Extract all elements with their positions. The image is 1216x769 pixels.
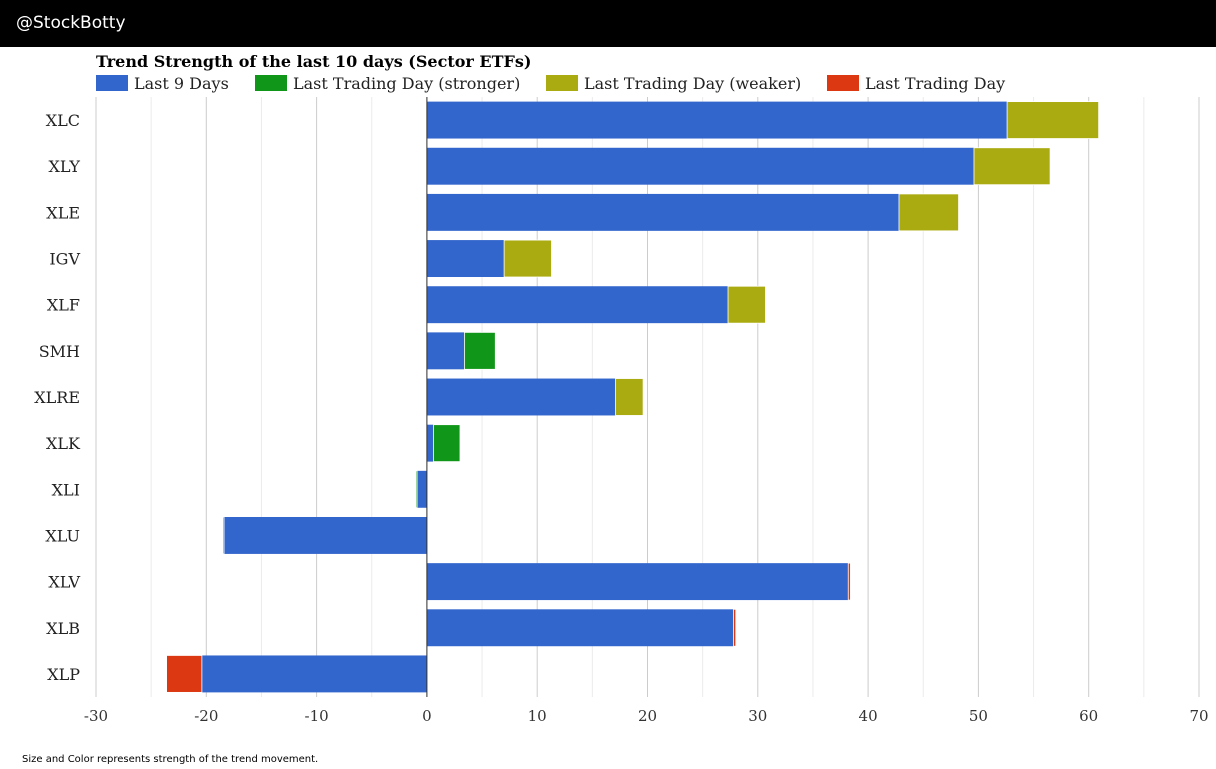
- y-category-label: XLC: [46, 111, 80, 130]
- bar-last-trading-day-xlf: [727, 285, 766, 324]
- account-handle: @StockBotty: [16, 13, 126, 33]
- bar-last-trading-day-xli: [415, 470, 418, 509]
- y-category-label: XLRE: [34, 388, 80, 407]
- x-tick-label: 40: [859, 707, 878, 725]
- x-tick-label: 70: [1189, 707, 1208, 725]
- x-tick-label: -10: [305, 707, 329, 725]
- legend: Last 9 Days Last Trading Day (stronger) La…: [96, 74, 1005, 93]
- bar-last-trading-day-xlb: [733, 608, 737, 647]
- x-tick-label: 60: [1079, 707, 1098, 725]
- y-category-label: XLK: [46, 434, 81, 453]
- y-category-label: IGV: [49, 250, 80, 269]
- bar-last-trading-day-xlc: [1006, 101, 1100, 139]
- x-tick-label: -20: [194, 707, 218, 725]
- footnote: Size and Color represents strength of th…: [22, 754, 319, 765]
- bar-last-9-days-smh: [426, 332, 465, 370]
- bar-last-9-days-xlv: [426, 563, 851, 601]
- legend-label-weaker: Last Trading Day (weaker): [584, 74, 801, 93]
- x-tick-label: -30: [84, 707, 108, 725]
- bar-last-trading-day-xly: [973, 147, 1051, 186]
- legend-swatch-stronger: [255, 75, 287, 91]
- bar-last-9-days-xly: [426, 147, 974, 185]
- y-category-label: XLU: [45, 526, 80, 545]
- grid-layer: [95, 97, 1200, 697]
- x-tick-label: 0: [422, 707, 432, 725]
- bar-last-9-days-xlb: [426, 609, 736, 647]
- y-category-label: XLP: [47, 665, 80, 684]
- trend-strength-chart: -30 -20 -10 0 10 20 30 40 50 60 70 XLC XLY XLE IGV XLF S…: [34, 52, 1209, 725]
- bar-layer: [166, 101, 1100, 693]
- bar-last-trading-day-smh: [464, 331, 496, 370]
- legend-swatch-last9: [96, 75, 128, 91]
- bar-last-trading-day-igv: [503, 239, 552, 278]
- bar-last-9-days-xli: [415, 470, 427, 508]
- bar-last-9-days-xle: [426, 193, 899, 231]
- legend-label-last: Last Trading Day: [865, 74, 1005, 93]
- x-tick-label: 50: [969, 707, 988, 725]
- legend-label-stronger: Last Trading Day (stronger): [293, 74, 520, 93]
- y-category-label: XLF: [47, 296, 80, 315]
- bar-last-9-days-xlu: [222, 517, 427, 554]
- axis-layer: -30 -20 -10 0 10 20 30 40 50 60 70 XLC XLY XLE IGV XLF S…: [34, 97, 1209, 725]
- y-category-label: XLV: [48, 573, 80, 592]
- bar-last-9-days-xlc: [426, 101, 1008, 139]
- y-category-label: SMH: [39, 342, 80, 361]
- bar-last-9-days-xlk: [426, 424, 434, 462]
- x-tick-label: 10: [528, 707, 547, 725]
- bar-last-9-days-xlf: [426, 286, 729, 324]
- x-tick-label: 30: [748, 707, 767, 725]
- bar-last-trading-day-xlu: [222, 516, 225, 555]
- y-category-label: XLY: [48, 157, 80, 176]
- legend-swatch-last: [827, 75, 859, 91]
- bar-last-trading-day-xlre: [615, 378, 644, 416]
- bar-last-trading-day-xlp: [166, 655, 203, 693]
- x-tick-label: 20: [638, 707, 657, 725]
- legend-swatch-weaker: [546, 75, 578, 91]
- legend-label-last9: Last 9 Days: [134, 74, 229, 93]
- y-category-label: XLB: [46, 619, 80, 638]
- bar-last-9-days-igv: [426, 240, 505, 277]
- bar-last-trading-day-xle: [898, 193, 959, 232]
- header-bar: @StockBotty: [0, 0, 1216, 47]
- bar-last-9-days-xlp: [201, 655, 427, 693]
- bar-last-trading-day-xlk: [433, 424, 461, 463]
- y-category-label: XLE: [46, 203, 80, 222]
- bar-last-trading-day-xlv: [847, 562, 851, 601]
- chart-title: Trend Strength of the last 10 days (Sect…: [96, 52, 531, 71]
- y-category-label: XLI: [52, 480, 80, 499]
- bar-last-9-days-xlre: [426, 378, 616, 416]
